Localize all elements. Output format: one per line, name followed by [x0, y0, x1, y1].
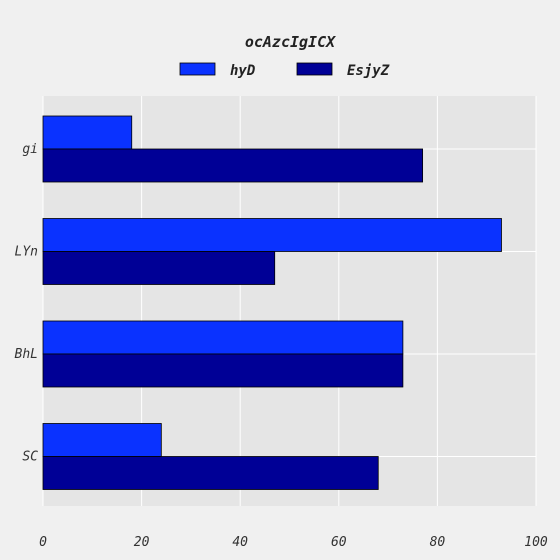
x-tick-label-5: 100	[524, 535, 548, 550]
bar-hyD-gi	[42, 115, 133, 150]
bar-EsjyZ-gi	[42, 148, 424, 183]
bar-EsjyZ-LYn	[42, 251, 276, 285]
bar-EsjyZ-SC	[42, 456, 379, 490]
y-axis: gi LYn BhL SC	[15, 142, 39, 465]
legend-label-hyD: hyD	[230, 63, 255, 79]
legend-swatch-hyD	[179, 62, 216, 76]
legend-swatch-EsjyZ	[296, 62, 333, 76]
x-tick-label-3: 60	[331, 535, 347, 550]
x-tick-label-1: 20	[134, 535, 150, 550]
y-tick-label-0: gi	[22, 142, 38, 157]
legend: hyD EsjyZ	[179, 62, 390, 79]
x-tick-label-0: 0	[39, 535, 47, 550]
bar-hyD-BhL	[42, 320, 404, 355]
y-tick-label-1: LYn	[15, 245, 38, 260]
chart-title: ocAzcIgICX	[245, 33, 336, 51]
x-tick-label-4: 80	[430, 535, 446, 550]
bar-hyD-SC	[42, 423, 162, 457]
x-tick-label-2: 40	[232, 535, 248, 550]
legend-label-EsjyZ: EsjyZ	[347, 63, 390, 79]
y-tick-label-3: SC	[22, 450, 38, 465]
y-tick-label-2: BhL	[15, 347, 38, 362]
bars	[42, 115, 502, 490]
bar-EsjyZ-BhL	[42, 353, 404, 388]
x-axis: 0 20 40 60 80 100	[39, 535, 548, 550]
bar-hyD-LYn	[42, 218, 502, 252]
